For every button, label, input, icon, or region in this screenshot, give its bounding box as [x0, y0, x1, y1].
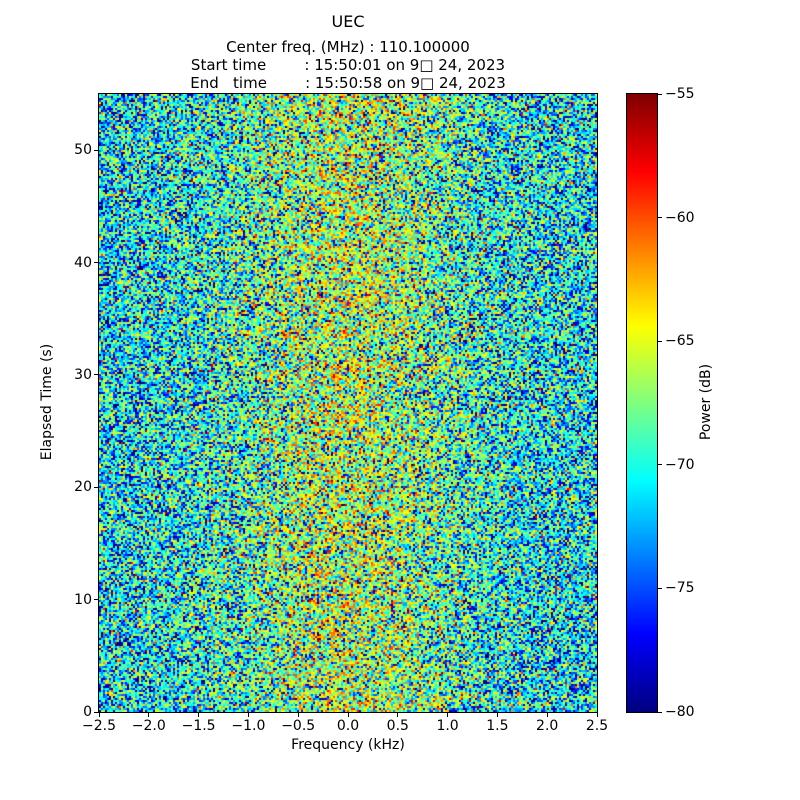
colorbar-label: Power (dB): [698, 363, 714, 441]
colorbar-tick-mark: [658, 587, 662, 589]
y-tick-label: 20: [74, 479, 92, 496]
colorbar-tick-label: −80: [665, 704, 695, 720]
center-freq-line: Center freq. (MHz) : 110.100000: [226, 38, 470, 56]
x-tick-mark: [397, 713, 399, 717]
title-block: UEC Center freq. (MHz) : 110.100000 Star…: [0, 12, 696, 92]
y-tick-mark: [94, 711, 98, 713]
colorbar: [626, 93, 658, 713]
spectrogram-heatmap: [99, 94, 597, 712]
end-time-line: End time : 15:50:58 on 9□ 24, 2023: [190, 74, 506, 92]
y-tick-mark: [94, 599, 98, 601]
y-tick-mark: [94, 374, 98, 376]
colorbar-tick-mark: [658, 711, 662, 713]
colorbar-tick-mark: [658, 464, 662, 466]
colorbar-tick-label: −75: [665, 580, 695, 597]
x-tick-label: −2.0: [131, 718, 166, 734]
y-tick-mark: [94, 262, 98, 264]
x-tick-label: 1.5: [486, 718, 509, 734]
x-tick-label: −1.0: [231, 718, 266, 734]
y-tick-mark: [94, 149, 98, 151]
y-tick-label: 30: [74, 366, 92, 383]
x-tick-mark: [347, 713, 349, 717]
colorbar-tick-mark: [658, 340, 662, 342]
colorbar-tick-label: −55: [665, 86, 695, 102]
y-tick-label: 40: [74, 254, 92, 271]
y-tick-label: 10: [74, 591, 92, 608]
x-tick-mark: [247, 713, 249, 717]
x-tick-label: −1.5: [181, 718, 216, 734]
start-time-line: Start time : 15:50:01 on 9□ 24, 2023: [190, 56, 506, 74]
x-tick-mark: [596, 713, 598, 717]
colorbar-tick-label: −65: [665, 333, 695, 350]
x-axis-label: Frequency (kHz): [291, 737, 405, 753]
x-tick-label: −0.5: [281, 718, 316, 734]
x-tick-label: −2.5: [82, 718, 116, 734]
x-tick-mark: [447, 713, 449, 717]
x-tick-label: 2.5: [585, 718, 609, 734]
x-tick-mark: [198, 713, 200, 717]
x-tick-label: 1.0: [436, 718, 459, 734]
x-tick-label: 2.0: [536, 718, 559, 734]
x-tick-mark: [148, 713, 150, 717]
colorbar-tick-label: −70: [665, 456, 695, 473]
x-tick-label: 0.5: [386, 718, 409, 734]
x-tick-mark: [496, 713, 498, 717]
plot-area: [98, 93, 598, 713]
x-tick-mark: [546, 713, 548, 717]
chart-title: UEC: [331, 12, 365, 31]
y-tick-label: 0: [83, 704, 92, 720]
y-tick-mark: [94, 486, 98, 488]
x-tick-mark: [297, 713, 299, 717]
info-lines: Center freq. (MHz) : 110.100000 Start ti…: [0, 38, 696, 92]
colorbar-tick-label: −60: [665, 209, 695, 226]
colorbar-gradient: [627, 94, 657, 712]
colorbar-tick-mark: [658, 217, 662, 219]
x-tick-label: 0.0: [336, 718, 360, 734]
x-tick-mark: [98, 713, 100, 717]
y-tick-label: 50: [74, 142, 92, 159]
colorbar-tick-mark: [658, 93, 662, 95]
